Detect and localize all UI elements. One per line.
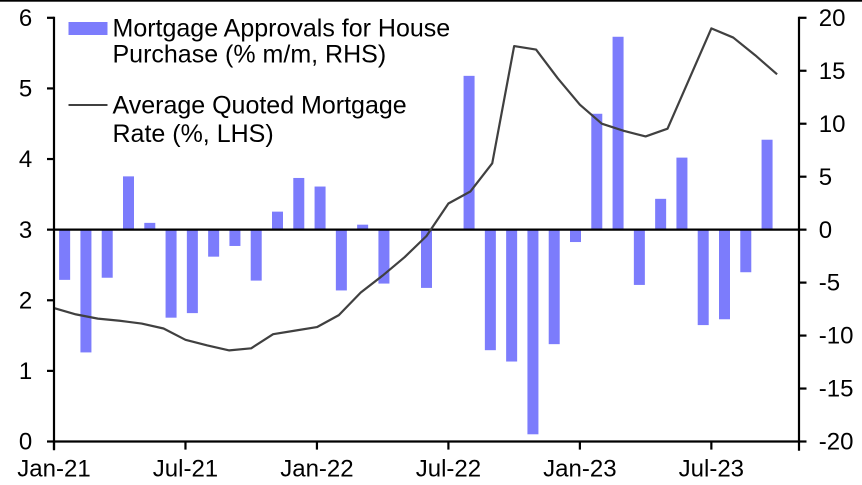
svg-text:Average Quoted Mortgage: Average Quoted Mortgage bbox=[113, 91, 407, 119]
svg-text:Rate (%, LHS): Rate (%, LHS) bbox=[113, 120, 274, 148]
svg-text:-20: -20 bbox=[819, 429, 854, 456]
svg-text:-5: -5 bbox=[819, 270, 840, 297]
svg-text:1: 1 bbox=[19, 358, 32, 385]
svg-text:5: 5 bbox=[19, 76, 32, 103]
svg-text:3: 3 bbox=[19, 217, 32, 244]
svg-text:10: 10 bbox=[819, 111, 846, 138]
svg-text:2: 2 bbox=[19, 287, 32, 314]
svg-text:20: 20 bbox=[819, 5, 846, 32]
svg-text:Jul-22: Jul-22 bbox=[416, 455, 481, 482]
svg-text:15: 15 bbox=[819, 58, 846, 85]
svg-text:Jan-22: Jan-22 bbox=[280, 455, 353, 482]
svg-text:6: 6 bbox=[19, 5, 32, 32]
svg-text:Jul-23: Jul-23 bbox=[679, 455, 744, 482]
svg-text:Mortgage Approvals for House: Mortgage Approvals for House bbox=[113, 14, 451, 42]
svg-text:Jan-21: Jan-21 bbox=[17, 455, 90, 482]
svg-text:0: 0 bbox=[819, 217, 832, 244]
svg-text:Jan-23: Jan-23 bbox=[543, 455, 616, 482]
svg-text:-10: -10 bbox=[819, 323, 854, 350]
svg-text:Purchase (% m/m, RHS): Purchase (% m/m, RHS) bbox=[113, 41, 387, 69]
svg-text:-15: -15 bbox=[819, 376, 854, 403]
svg-text:4: 4 bbox=[19, 146, 32, 173]
svg-text:0: 0 bbox=[19, 429, 32, 456]
svg-text:5: 5 bbox=[819, 164, 832, 191]
svg-text:Jul-21: Jul-21 bbox=[153, 455, 218, 482]
